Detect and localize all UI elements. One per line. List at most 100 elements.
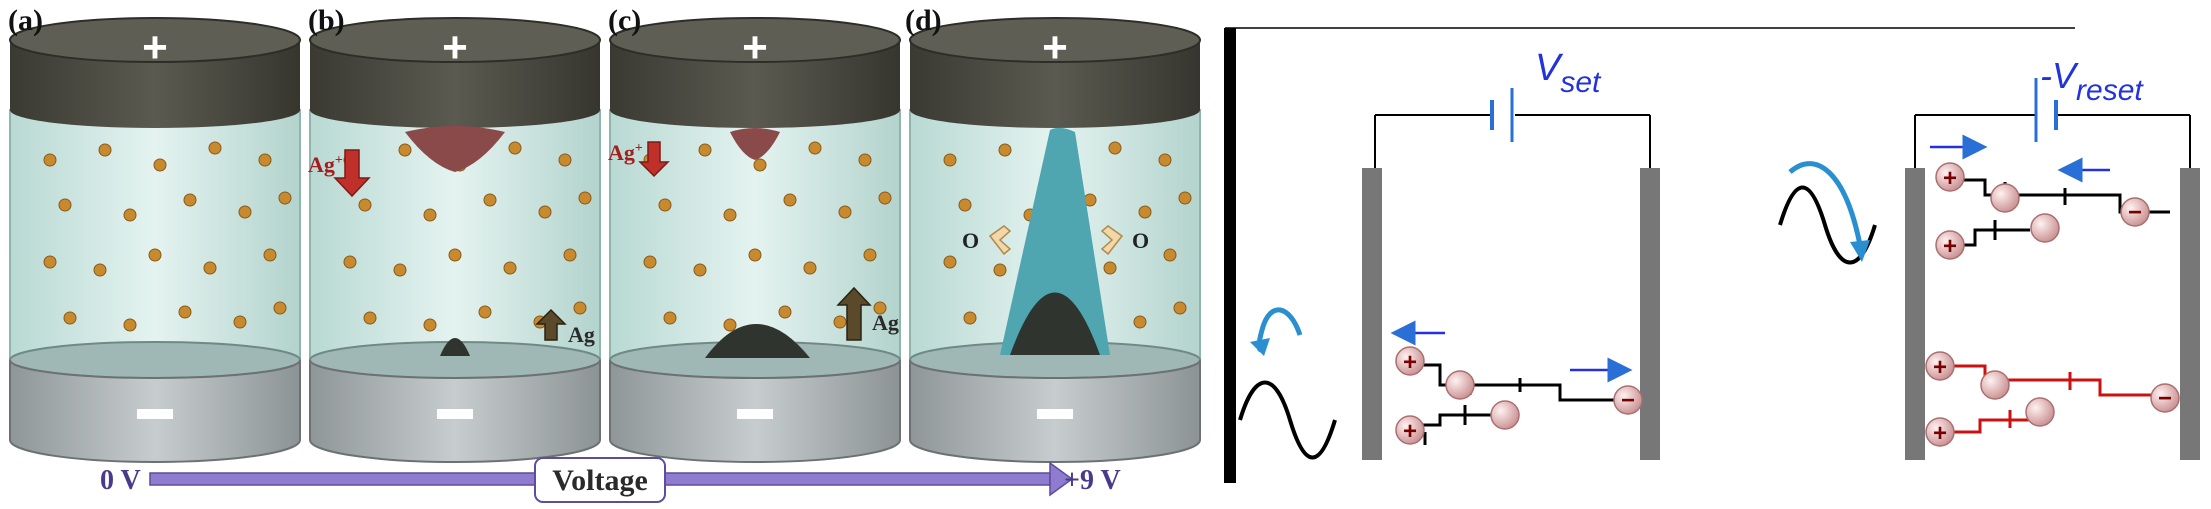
silver-particle [878, 191, 892, 205]
silver-particle [1103, 261, 1117, 275]
panel-label-a: (a) [8, 4, 43, 37]
anion-1 [1613, 385, 1643, 415]
silver-particle [423, 318, 437, 332]
set-voltage-label: Vset [1535, 47, 1602, 99]
cation-2 [1395, 415, 1425, 445]
ag-label-c: Ag [872, 310, 899, 335]
cation-5 [1925, 351, 1955, 381]
svg-text:+: + [1943, 233, 1957, 260]
silver-particle [123, 208, 137, 222]
atom-2 [1490, 400, 1520, 430]
left-electrode-set [1362, 168, 1382, 460]
silver-particle [663, 311, 677, 325]
panel-labels: (a) (b) (c) (d) [8, 4, 942, 37]
silver-particle [943, 255, 957, 269]
plus-sign-c: + [742, 23, 768, 72]
panel-b [309, 17, 601, 463]
plus-sign-b: + [442, 23, 468, 72]
atom-4 [2030, 213, 2060, 243]
panel-a [9, 17, 301, 463]
silver-particle [63, 311, 77, 325]
silver-particle [1173, 301, 1187, 315]
silver-particle [393, 263, 407, 277]
silver-particle [503, 261, 517, 275]
silver-particle [873, 301, 887, 315]
cylinder-panels [9, 17, 1201, 463]
svg-text:+: + [1933, 420, 1947, 447]
silver-particles [43, 141, 1192, 332]
silver-particle [148, 248, 162, 262]
silver-particle [783, 193, 797, 207]
silver-particle [693, 263, 707, 277]
silver-particle [343, 255, 357, 269]
silver-particle [478, 305, 492, 319]
voltage-end-label: +9 V [1064, 465, 1121, 496]
silver-particle [358, 198, 372, 212]
charged-particles-set: + + − [1395, 346, 1643, 445]
silver-particle [808, 141, 822, 155]
silver-particle [748, 248, 762, 262]
bottom-cluster-c [705, 324, 810, 358]
silver-particle [93, 263, 107, 277]
top-cluster-c [730, 128, 780, 160]
circuit-section: Vset + + − [1224, 27, 2200, 483]
cation-3 [1935, 162, 1965, 192]
silver-particle [208, 141, 222, 155]
silver-particle [538, 205, 552, 219]
filament-d [1000, 127, 1110, 356]
minus-sign-b [437, 409, 473, 419]
svg-text:−: − [2128, 199, 2142, 226]
voltage-axis: 0 V +9 V Voltage [100, 457, 1121, 503]
atom-6 [2025, 397, 2055, 427]
anion-2 [2120, 197, 2150, 227]
ag-ion-arrow-c [638, 141, 670, 178]
ion-label-b: Ag+ [308, 152, 343, 177]
reset-voltage-label: -Vreset [2040, 55, 2144, 107]
atom-5 [1980, 370, 2010, 400]
silver-particle [178, 305, 192, 319]
anion-3 [2150, 383, 2180, 413]
svg-text:−: − [2158, 385, 2172, 412]
silver-particle [1163, 248, 1177, 262]
minus-sign-d [1037, 409, 1073, 419]
silver-particle [1178, 191, 1192, 205]
silver-particle [363, 311, 377, 325]
cation-6 [1925, 417, 1955, 447]
silver-particle [803, 261, 817, 275]
silver-particle [958, 198, 972, 212]
ag-label-b: Ag [568, 322, 595, 347]
right-electrode-reset [2180, 168, 2200, 460]
atom-1 [1445, 370, 1475, 400]
silver-particle [723, 208, 737, 222]
right-electrode-set [1640, 168, 1660, 460]
silver-particle [993, 263, 1007, 277]
cation-4 [1935, 230, 1965, 260]
voltage-arrowhead [1049, 461, 1074, 497]
ag-arrow-b [535, 308, 567, 341]
panel-label-b: (b) [308, 4, 345, 37]
left-electrode-reset [1905, 168, 1925, 460]
panel-label-d: (d) [905, 4, 942, 37]
oxygen-label-left: O [962, 228, 979, 253]
silver-particle [203, 261, 217, 275]
silver-particle [483, 193, 497, 207]
panel-label-c: (c) [608, 4, 641, 37]
set-circuit: Vset + + − [1238, 47, 1660, 460]
plus-sign-a: + [142, 23, 168, 72]
atom-3 [1990, 183, 2020, 213]
ion-arrows: Ag+ Ag+ Ag Ag O O [308, 140, 1149, 347]
silver-particle [153, 158, 167, 172]
oxygen-arrow-left [988, 225, 1012, 256]
silver-particle [558, 153, 572, 167]
bottom-cluster-b [440, 338, 470, 356]
silver-particle [508, 141, 522, 155]
wave-set [1238, 380, 1337, 460]
silver-particle [423, 208, 437, 222]
silver-particle [578, 191, 592, 205]
silver-particle [238, 205, 252, 219]
oxygen-arrow-right [1100, 225, 1124, 256]
silver-particle [863, 248, 877, 262]
panel-c [609, 17, 901, 463]
silver-particle [1108, 141, 1122, 155]
voltage-label: Voltage [552, 464, 648, 497]
